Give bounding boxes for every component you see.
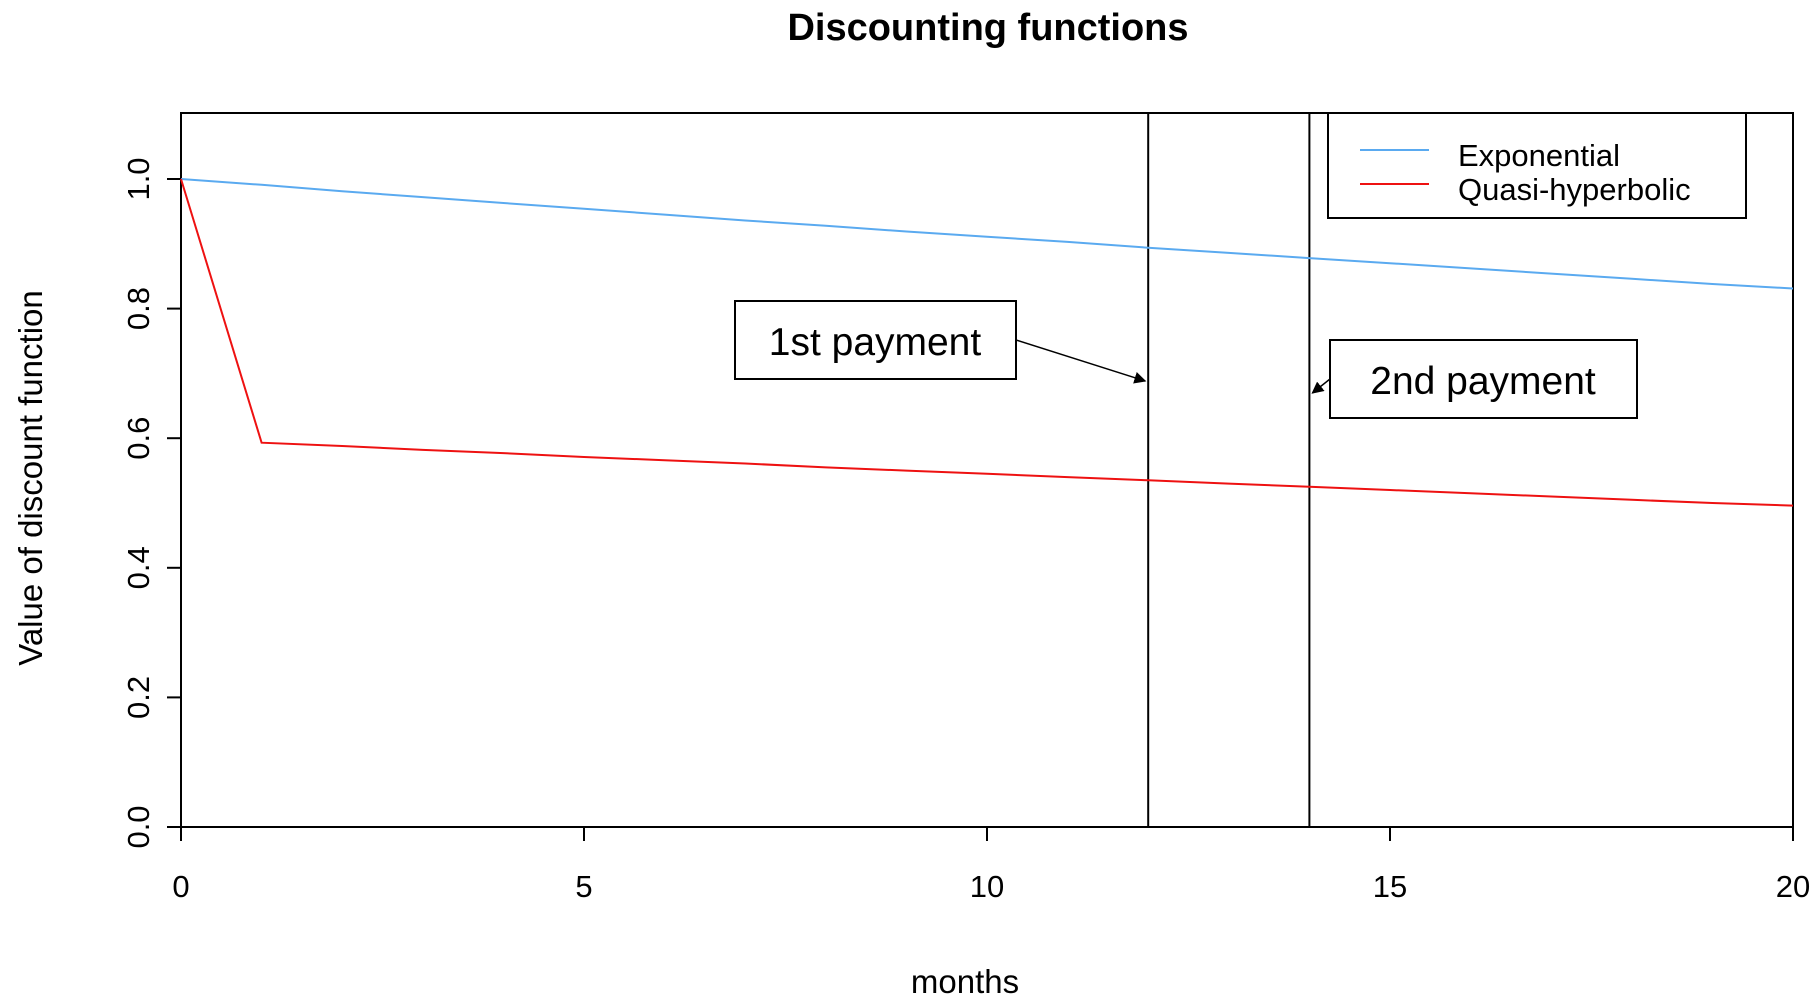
x-axis-label: months [911, 963, 1019, 997]
annotation-arrow [1015, 339, 1147, 384]
y-tick-label: 0.2 [121, 676, 156, 719]
annotation-2: 2nd payment [1311, 339, 1638, 419]
y-axis-label: Value of discount function [12, 290, 49, 665]
y-tick-label: 0.8 [121, 287, 156, 330]
y-tick-label: 1.0 [121, 157, 156, 200]
annotation-label: 2nd payment [1370, 360, 1596, 403]
series-line-quasi-hyperbolic [180, 178, 1794, 507]
y-tick-label: 0.0 [121, 805, 156, 848]
y-tick-label: 0.4 [121, 546, 156, 589]
annotation-box [1329, 339, 1638, 419]
legend-box [1327, 112, 1747, 219]
series-lines [180, 178, 1794, 507]
chart-title: Discounting functions [787, 7, 1188, 49]
legend-label-exponential: Exponential [1458, 138, 1620, 173]
series-line-exponential [180, 178, 1794, 290]
payment-annotations: 1st payment 2nd payment [734, 300, 1638, 419]
annotation-arrow [1311, 378, 1331, 394]
annotation-box [734, 300, 1017, 380]
payment-lines [1147, 113, 1311, 827]
legend: Exponential Quasi-hyperbolic [1327, 112, 1747, 219]
plot-frame [180, 112, 1794, 828]
y-tick-label: 0.6 [121, 417, 156, 460]
x-tick-label: 10 [970, 869, 1004, 904]
x-tick-label: 0 [172, 869, 189, 904]
x-axis: 0 5 10 15 20 [172, 827, 1810, 904]
x-tick-label: 15 [1373, 869, 1407, 904]
legend-label-quasi-hyperbolic: Quasi-hyperbolic [1458, 172, 1691, 207]
annotation-label: 1st payment [769, 321, 982, 364]
y-axis: 0.0 0.2 0.4 0.6 0.8 1.0 [121, 157, 181, 849]
annotation-1: 1st payment [734, 300, 1147, 384]
x-tick-label: 20 [1776, 869, 1810, 904]
x-tick-label: 5 [575, 869, 592, 904]
